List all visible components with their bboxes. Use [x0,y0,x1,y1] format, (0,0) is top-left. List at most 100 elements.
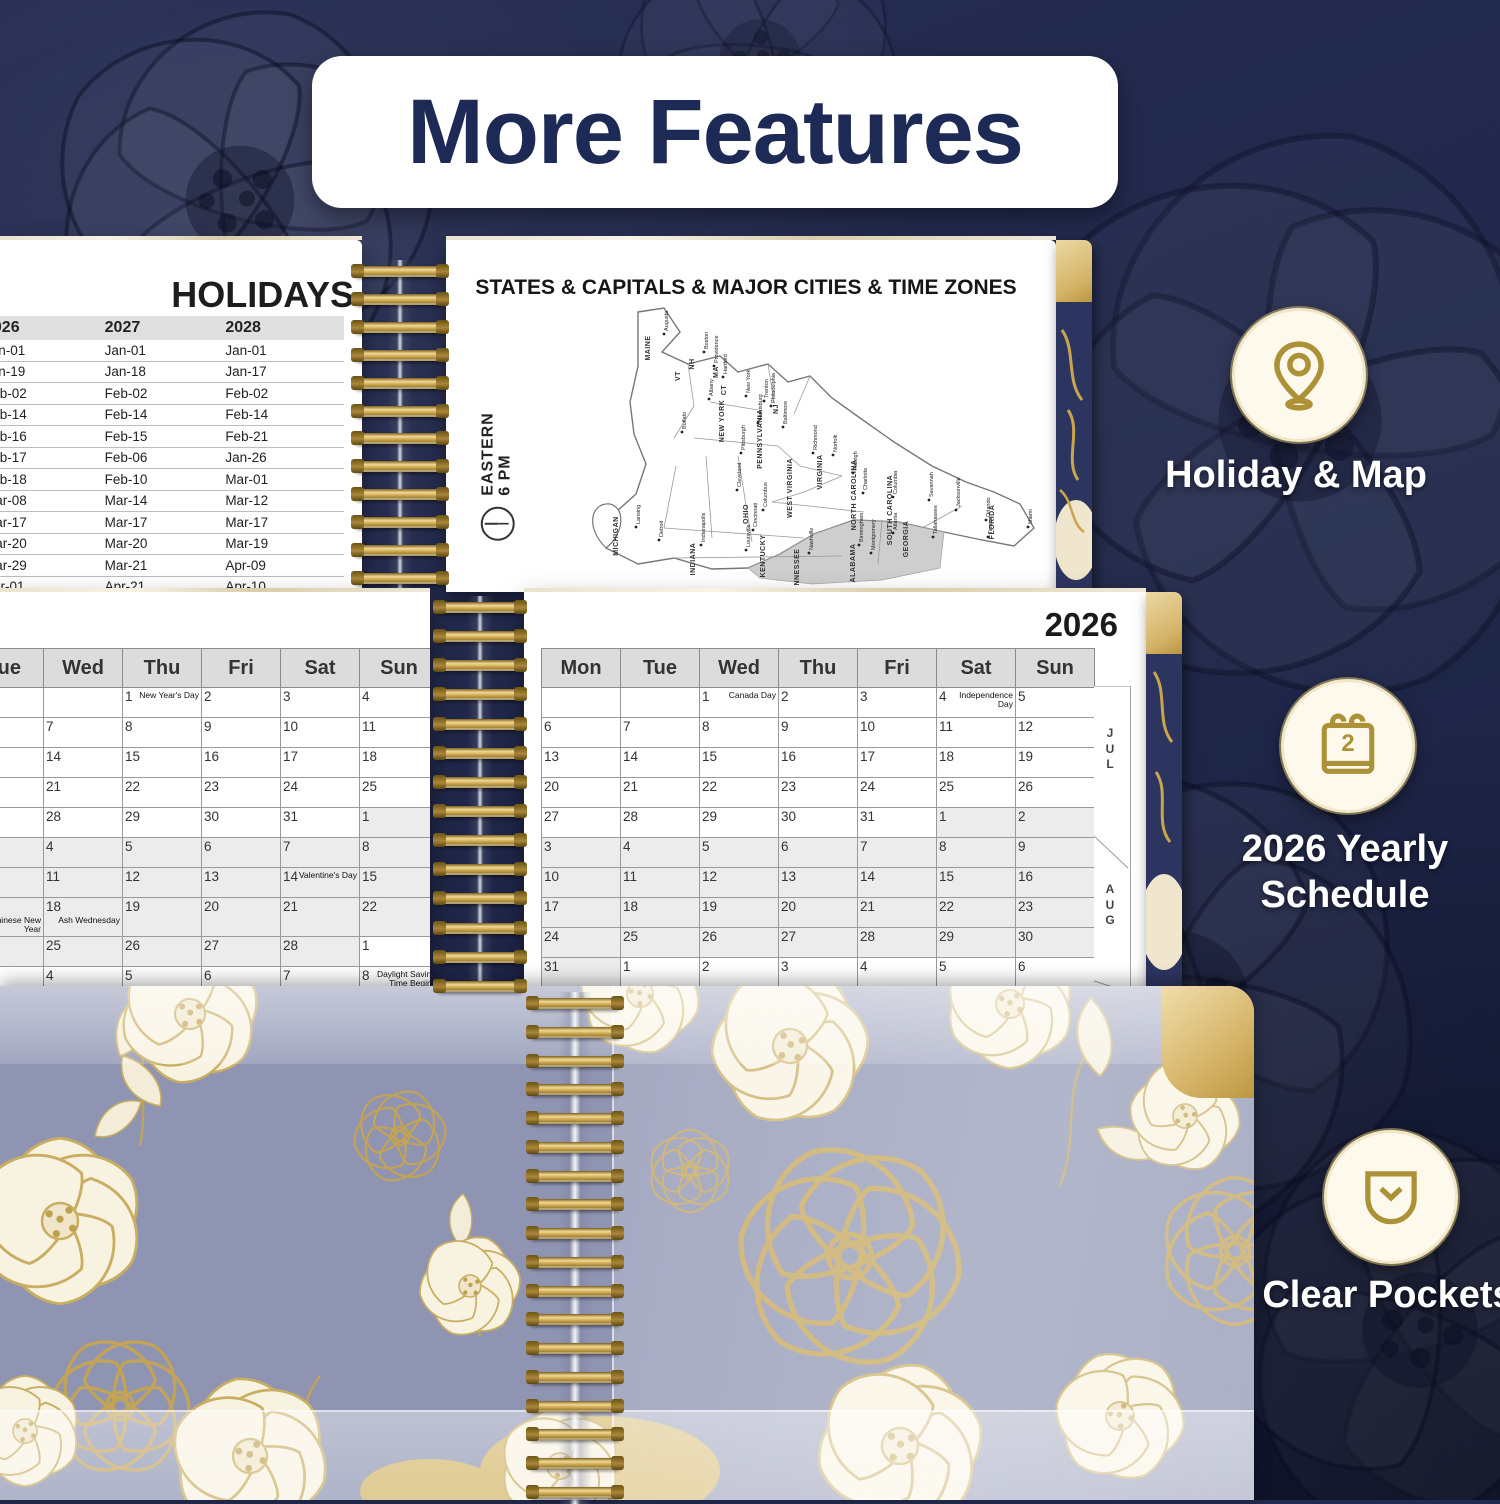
calendar-day-cell: 13 [0,747,44,778]
calendar-week-row: 1 New Year's Day 2 3 4 [0,687,430,718]
calendar-day-cell: 24 [0,935,44,967]
map-city-label: Cleveland [737,463,743,487]
calendar-week-row: 24 25 26 27 28 29 30 [541,927,1095,958]
cover-gold-corner [1162,986,1254,1098]
map-state-label: FLORIDA [989,505,996,540]
map-city-dot [761,508,765,512]
spiral-coil [351,515,449,530]
spiral-coil [433,978,527,993]
spiral-coil [526,1341,624,1355]
holidays-table: 202620272028Jan-01Jan-01Jan-01Jan-19Jan-… [0,316,344,592]
map-city-label: Columbus [763,482,769,507]
day-header: Thu [122,648,202,688]
calendar-day-cell: 29 [936,927,1016,958]
map-state-label: GEORGIA [903,521,910,558]
map-city-label: Baltimore [783,401,789,424]
spiral-coil [526,1226,624,1240]
map-city-dot [1026,525,1030,529]
spiral-coil [433,920,527,935]
calendar-day-cell: 17Chinese New Year [0,897,44,937]
day-header: Sun [1015,648,1095,688]
spiral-coil [433,774,527,789]
map-city-dot [756,421,760,425]
calendar-day-cell: 12 [1015,717,1095,748]
spiral-coil [351,459,449,474]
day-header: Fri [857,648,937,688]
calendar-day-cell: 10 [280,717,360,748]
map-state-label: NH [689,358,696,369]
map-city-label: Charlotte [863,468,869,490]
map-city-dot [702,350,706,354]
spiral-coil [433,803,527,818]
calendar-day-cell: 13 [201,867,281,898]
clear-pocket-bottom [0,1410,1254,1500]
spiral-coil [526,1369,624,1384]
calendar-day-cell: 22 [699,777,779,808]
day-header: Tue [620,648,700,688]
calendar-day-cell: 10 [857,717,937,748]
timezone-label: EASTERN 6 PM [478,412,518,543]
calendar-day-cell: 25 [359,777,430,808]
calendar-day-cell: 11 [43,867,123,898]
calendar-day-cell: 21 [620,777,700,808]
calendar-day-cell [541,687,621,718]
spiral-coil [433,745,527,760]
day-header: Wed [699,648,779,688]
spiral-coil [526,1254,624,1269]
calendar-day-cell: 21 [43,777,123,808]
calendar-icon: 2 [1321,713,1375,774]
planner-front-cover [0,986,1254,1500]
clock-icon [480,506,515,541]
feature-label-yearly-schedule: 2026 Yearly Schedule [1241,828,1449,917]
calendar-day-cell: 22 [122,777,202,808]
calendar-day-cell: 24 [541,927,621,958]
map-city-label: Savannah [929,472,935,497]
calendar-day-cell: 11 [936,717,1016,748]
calendar-day-cell: 7 [620,717,700,748]
spiral-coil [351,347,449,362]
calendar-day-cell: 25 [43,935,123,967]
calendar-day-cell: 15 [936,867,1016,898]
calendar-week-row: 10 11 12 13 14 15 16 [541,867,1095,898]
calendar-week-row: 13 14 15 16 17 18 19 [541,747,1095,778]
map-city-label: Harrisburg [758,394,764,420]
map-state-label: OHIO [743,504,750,524]
calendar-day-cell: 21 [280,897,360,937]
map-state-label: MA [713,366,720,378]
calendar-day-cell: 5 [699,837,779,868]
day-header: Tue [0,648,44,688]
spiral-coil [526,1168,624,1183]
calendar-day-cell: 16 [201,747,281,778]
map-city-dot [984,518,988,522]
map-city-label: Boston [704,332,710,349]
calendar-day-cell: 28 [43,807,123,838]
spiral-coil [526,1283,624,1298]
calendar-day-cell: 18 Ash Wednesday [43,897,123,937]
calendar-day-cell: 22 [936,897,1016,928]
calendar-week-row: 27 28 29 30 31 1 2 [541,807,1095,838]
calendar-day-cell: 22 [359,897,430,937]
map-city-dot [744,548,748,552]
map-state-label: NJ [773,404,780,414]
map-state-label: PENNSYLVANIA [757,409,764,469]
calendar-day-cell: 1 [936,807,1016,838]
yearly-calendar-right: Mon Tue Wed Thu Fri Sat Sun 1 Canada Day 2 3 4 Indep… [541,648,1095,992]
calendar-day-cell: 19 [699,897,779,928]
spiral-coil [526,1197,624,1212]
spiral-coil [351,487,449,502]
calendar-day-cell: 17 [857,747,937,778]
calendar-day-cell: 7 [280,837,360,868]
calendar-day-cell: 30 [1015,927,1095,958]
calendar-week-row: 20 21 22 23 24 25 26 [541,777,1095,808]
calendar-day-cell: 7 [857,837,937,868]
feature-label-clear-pockets: Clear Pockets [1262,1274,1500,1316]
calendar-day-cell: 11 [620,867,700,898]
